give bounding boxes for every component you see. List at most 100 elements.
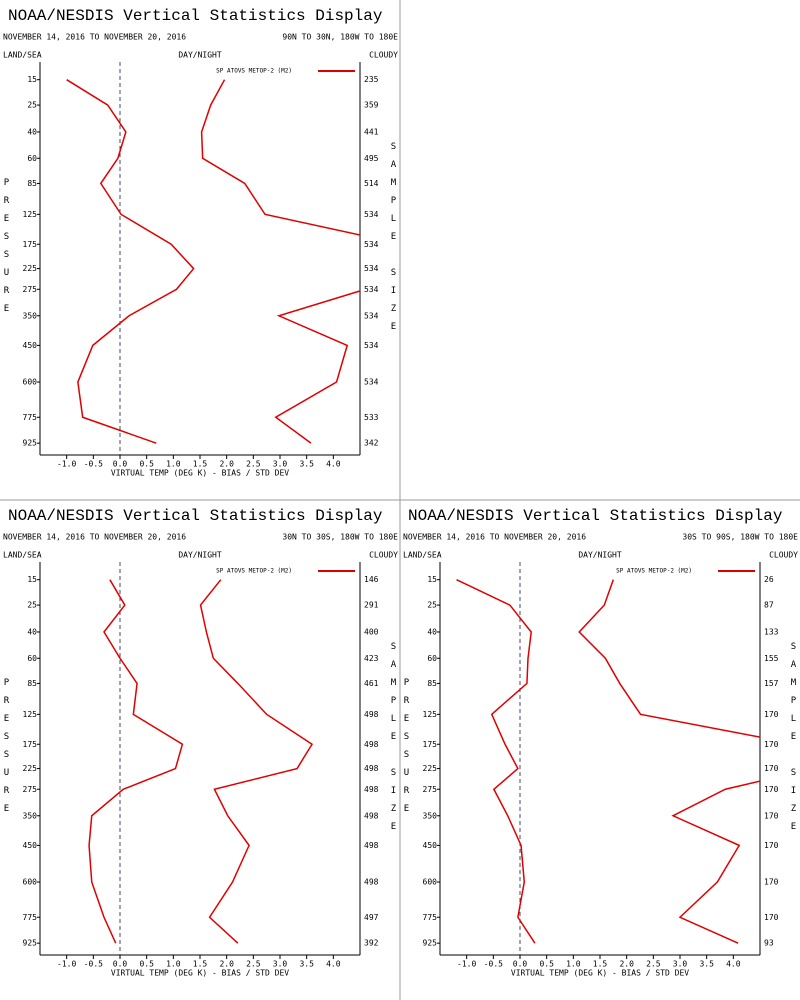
sample-size: 498 [364,740,379,749]
x-tick-label: 4.0 [726,960,741,969]
sample-size: 170 [764,710,779,719]
series-line [66,79,195,444]
sample-size: 359 [364,101,379,110]
sample-size: 170 [764,878,779,887]
legend-label: SP ATOVS METOP-2 (M2) [216,568,292,575]
sample-size: 235 [364,75,379,84]
x-tick-label: 0.5 [139,960,154,969]
x-tick-label: 0.0 [113,960,128,969]
pressure-label: 450 [23,841,38,850]
pressure-label: 15 [27,75,37,84]
pressure-label: 275 [423,785,438,794]
pressure-label: 40 [27,127,37,136]
sample-size: 87 [764,601,774,610]
day-night-label: DAY/NIGHT [178,551,222,560]
sample-size: 392 [364,939,379,948]
x-tick-label: 3.5 [299,960,314,969]
sample-size: 146 [364,575,379,584]
pressure-label: 775 [23,913,38,922]
pressure-label: 85 [27,679,37,688]
panel: NOAA/NESDIS Vertical Statistics Display N… [2,7,399,477]
sample-size: 534 [364,311,379,320]
pressure-label: 350 [23,311,38,320]
sample-size: 534 [364,378,379,387]
x-tick-label: -1.0 [457,960,476,969]
pressure-label: 25 [427,601,437,610]
sample-size: 342 [364,439,379,448]
x-tick-label: 0.5 [539,960,554,969]
x-tick-label: -0.5 [84,460,103,469]
x-tick-label: 0.0 [513,960,528,969]
pressure-label: 25 [27,101,37,110]
x-tick-label: 2.0 [219,460,234,469]
sample-size: 157 [764,679,779,688]
sample-size: 534 [364,240,379,249]
land-sea-label: LAND/SEA [3,51,42,60]
x-tick-label: -1.0 [57,960,76,969]
x-tick-label: 1.5 [193,960,208,969]
sample-size: 498 [364,841,379,850]
pressure-label: 15 [27,575,37,584]
pressure-label: 225 [23,764,38,773]
y-axis-label: PRESSURE [2,678,12,822]
series-line [88,579,184,944]
sample-size: 498 [364,764,379,773]
day-night-label: DAY/NIGHT [178,51,222,60]
sample-size: 533 [364,413,379,422]
legend-label: SP ATOVS METOP-2 (M2) [216,68,292,75]
sample-size: 26 [764,575,774,584]
x-tick-label: 0.5 [139,460,154,469]
panel: NOAA/NESDIS Vertical Statistics Display N… [2,507,399,977]
pressure-label: 600 [423,878,438,887]
sample-size: 170 [764,841,779,850]
x-axis-label: VIRTUAL TEMP (DEG K) - BIAS / STD DEV [111,969,289,978]
x-tick-label: 1.5 [193,460,208,469]
land-sea-label: LAND/SEA [3,551,42,560]
pressure-label: 925 [23,439,38,448]
pressure-label: 925 [423,939,438,948]
x-tick-label: -0.5 [84,960,103,969]
pressure-label: 775 [423,913,438,922]
sample-size: 170 [764,785,779,794]
cloudy-label: CLOUDY [369,51,398,60]
x-tick-label: 3.5 [299,460,314,469]
pressure-label: 15 [427,575,437,584]
series-line [200,79,360,444]
sample-size: 400 [364,627,379,636]
y2-axis-label: SAMPLE SIZE [389,142,399,340]
sample-size: 514 [364,179,379,188]
x-tick-label: 2.0 [219,960,234,969]
x-tick-label: 2.5 [646,960,661,969]
x-tick-label: 3.5 [699,960,714,969]
pressure-label: 85 [27,179,37,188]
sample-size: 534 [364,341,379,350]
x-tick-label: -0.5 [484,960,503,969]
date-range: NOVEMBER 14, 2016 TO NOVEMBER 20, 2016 [3,33,186,42]
x-tick-label: 3.0 [273,460,288,469]
pressure-label: 275 [23,785,38,794]
x-tick-label: 4.0 [326,460,341,469]
pressure-label: 775 [23,413,38,422]
land-sea-label: LAND/SEA [403,551,442,560]
pressure-label: 85 [427,679,437,688]
pressure-label: 60 [427,654,437,663]
sample-size: 423 [364,654,379,663]
pressure-label: 450 [423,841,438,850]
x-tick-label: 1.0 [566,960,581,969]
sample-size: 291 [364,601,379,610]
pressure-label: 60 [27,154,37,163]
sample-size: 441 [364,127,379,136]
title: NOAA/NESDIS Vertical Statistics Display [408,507,783,525]
sample-size: 133 [764,627,779,636]
legend-label: SP ATOVS METOP-2 (M2) [616,568,692,575]
date-range: NOVEMBER 14, 2016 TO NOVEMBER 20, 2016 [3,533,186,542]
sample-size: 534 [364,210,379,219]
y-axis-label: PRESSURE [2,178,12,322]
title: NOAA/NESDIS Vertical Statistics Display [8,7,383,25]
pressure-label: 350 [23,811,38,820]
x-tick-label: 3.0 [273,960,288,969]
sample-size: 498 [364,811,379,820]
pressure-label: 225 [423,764,438,773]
pressure-label: 60 [27,654,37,663]
